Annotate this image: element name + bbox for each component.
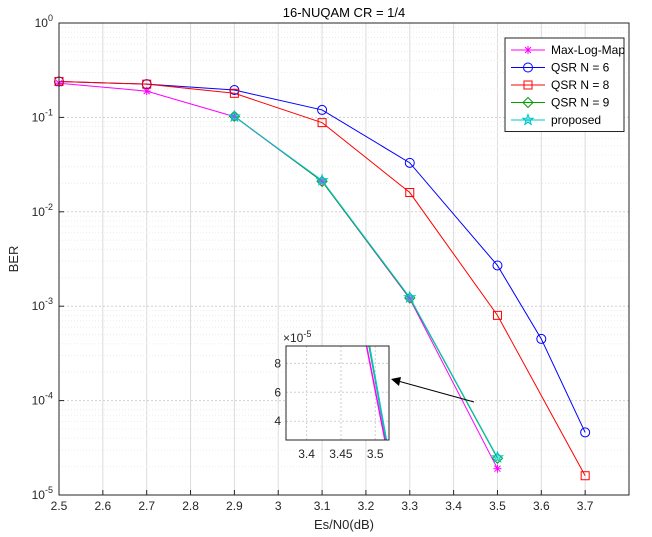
data-point (493, 464, 502, 473)
zoom-arrow (391, 377, 475, 403)
x-tick-label: 3.3 (401, 499, 418, 513)
y-tick-label: 100 (35, 13, 53, 30)
x-tick-label: 3.5 (489, 499, 506, 513)
legend-marker (524, 46, 532, 54)
data-point (492, 310, 502, 320)
data-point (405, 188, 415, 198)
inset-y-tick-label: 6 (274, 385, 281, 399)
zoom-inset: 3.4 3.45 3.5 4 6 8×10-5 (274, 329, 390, 461)
legend-marker (523, 62, 533, 73)
x-tick-label: 3.2 (358, 499, 375, 513)
legend-label: Max-Log-Map (551, 43, 625, 57)
series-layer (59, 81, 586, 476)
legend-marker (522, 96, 534, 109)
inset-frame (285, 345, 390, 441)
x-tick-label: 3.1 (314, 499, 331, 513)
data-point (490, 450, 505, 464)
x-tick-label: 2.7 (138, 499, 155, 513)
legend-label: QSR N = 9 (551, 96, 610, 110)
data-point (142, 87, 151, 96)
x-axis-label: Es/N0(dB) (314, 517, 374, 532)
data-point (536, 333, 547, 344)
data-point (317, 104, 328, 115)
series-line (234, 116, 498, 458)
y-tick-label: 10-1 (32, 107, 53, 124)
x-tick-label: 3.4 (445, 499, 462, 513)
legend-label: proposed (551, 113, 601, 127)
legend: Max-Log-Map QSR N = 6 QSR N = 8 QSR N = 9 pr… (504, 37, 625, 132)
inset-y-tick-label: 4 (274, 414, 281, 428)
inset-x-tick-label: 3.5 (367, 447, 384, 461)
data-point (580, 471, 590, 481)
y-tick-label: 10-2 (32, 202, 53, 219)
inset-multiplier: ×10-5 (283, 329, 311, 345)
data-point (317, 118, 327, 128)
series-line (59, 81, 586, 476)
data-point (403, 290, 417, 303)
legend-marker (523, 80, 533, 90)
x-tick-label: 3.7 (577, 499, 594, 513)
x-tick-label: 2.5 (51, 499, 68, 513)
legend-label: QSR N = 6 (551, 61, 610, 75)
inset-y-tick-label: 8 (274, 356, 281, 370)
inset-series-line (365, 346, 386, 440)
x-tick-label: 2.9 (226, 499, 243, 513)
y-tick-label: 10-3 (32, 296, 53, 313)
data-point (142, 79, 152, 89)
axes: 2.5 2.6 2.7 2.8 2.9 3 3.1 3.2 3.3 3.4 3.5 3.6 3.7 100… (32, 13, 594, 513)
legend-marker (521, 113, 535, 126)
data-point (315, 173, 329, 187)
data-point (227, 109, 241, 123)
legend-label: QSR N = 8 (551, 78, 610, 92)
y-tick-label: 10-5 (32, 485, 53, 502)
data-point (580, 427, 591, 438)
x-tick-label: 2.8 (182, 499, 199, 513)
plot-frame (58, 22, 630, 496)
x-tick-label: 3.6 (533, 499, 550, 513)
inset-x-tick-label: 3.45 (329, 447, 353, 461)
inset-x-tick-label: 3.4 (298, 447, 315, 461)
inset-background (286, 346, 389, 440)
x-tick-label: 3 (275, 499, 282, 513)
data-point (404, 157, 415, 168)
data-point (229, 88, 239, 98)
chart-title: 16-NUQAM CR = 1/4 (283, 5, 405, 20)
x-tick-label: 2.6 (95, 499, 112, 513)
data-point (492, 260, 503, 271)
y-tick-label: 10-4 (32, 391, 53, 408)
y-axis-label: BER (6, 246, 21, 273)
series-line (59, 81, 586, 433)
